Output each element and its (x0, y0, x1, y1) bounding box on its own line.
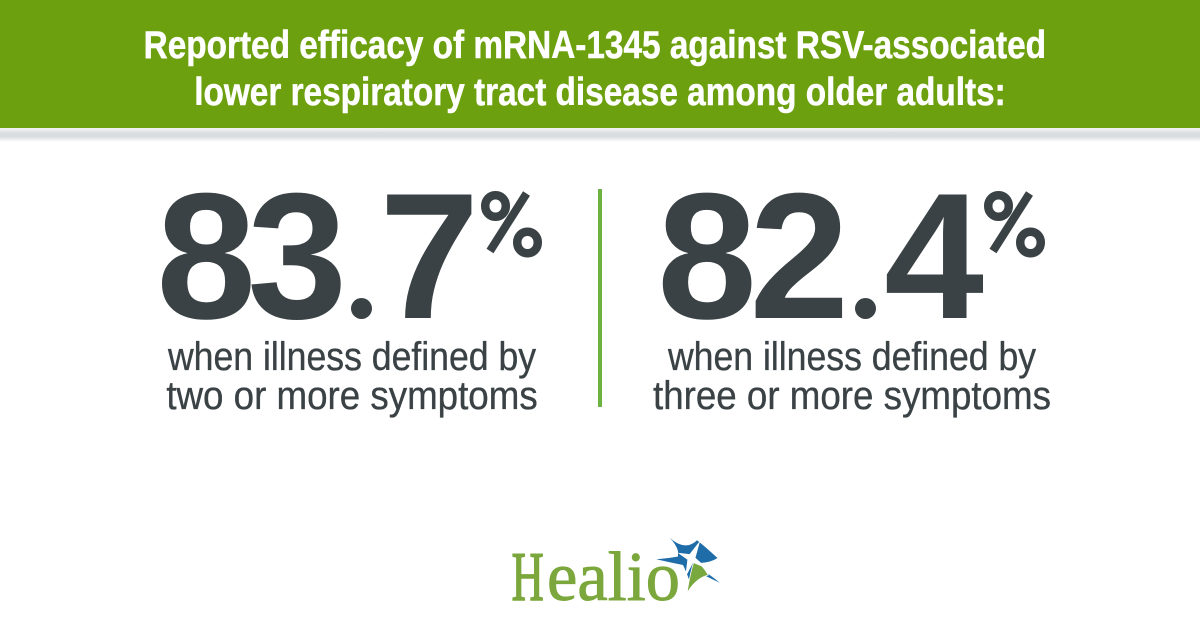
svg-text:H: H (512, 538, 544, 615)
svg-text:ealio: ealio (547, 539, 680, 616)
